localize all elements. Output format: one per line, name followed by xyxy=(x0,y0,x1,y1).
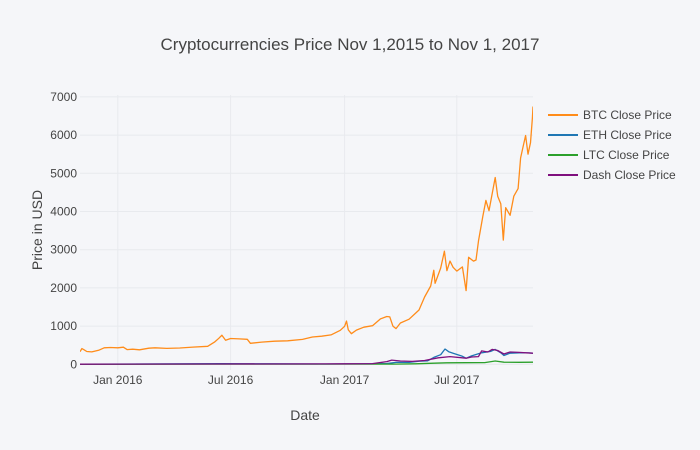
grid xyxy=(80,95,533,370)
series-line-btc xyxy=(80,106,533,353)
y-tick-label: 2000 xyxy=(50,281,77,295)
plot-area xyxy=(80,106,533,365)
x-axis-ticks: Jan 2016 Jul 2016 Jan 2017 Jul 2017 xyxy=(93,373,480,387)
y-tick-label: 7000 xyxy=(50,90,77,104)
x-tick-label: Jul 2016 xyxy=(208,373,254,387)
legend: BTC Close Price ETH Close Price LTC Close … xyxy=(548,108,676,182)
y-tick-label: 4000 xyxy=(50,204,77,218)
x-axis-title: Date xyxy=(290,407,320,423)
y-tick-label: 1000 xyxy=(50,319,77,333)
x-tick-label: Jan 2016 xyxy=(93,373,143,387)
legend-label-ltc[interactable]: LTC Close Price xyxy=(583,148,670,162)
y-tick-label: 5000 xyxy=(50,166,77,180)
legend-label-eth[interactable]: ETH Close Price xyxy=(583,128,672,142)
y-axis-title: Price in USD xyxy=(29,190,45,270)
legend-label-dash[interactable]: Dash Close Price xyxy=(583,168,676,182)
series-lines xyxy=(80,106,533,365)
chart-title: Cryptocurrencies Price Nov 1,2015 to Nov… xyxy=(161,35,540,54)
x-tick-label: Jul 2017 xyxy=(434,373,480,387)
x-tick-label: Jan 2017 xyxy=(320,373,370,387)
y-axis-ticks: 0 1000 2000 3000 4000 5000 6000 7000 xyxy=(50,90,77,371)
series-line-dash xyxy=(80,348,533,365)
legend-label-btc[interactable]: BTC Close Price xyxy=(583,108,672,122)
y-tick-label: 3000 xyxy=(50,243,77,257)
series-line-eth xyxy=(80,348,533,365)
y-tick-label: 0 xyxy=(70,357,77,371)
y-tick-label: 6000 xyxy=(50,128,77,142)
